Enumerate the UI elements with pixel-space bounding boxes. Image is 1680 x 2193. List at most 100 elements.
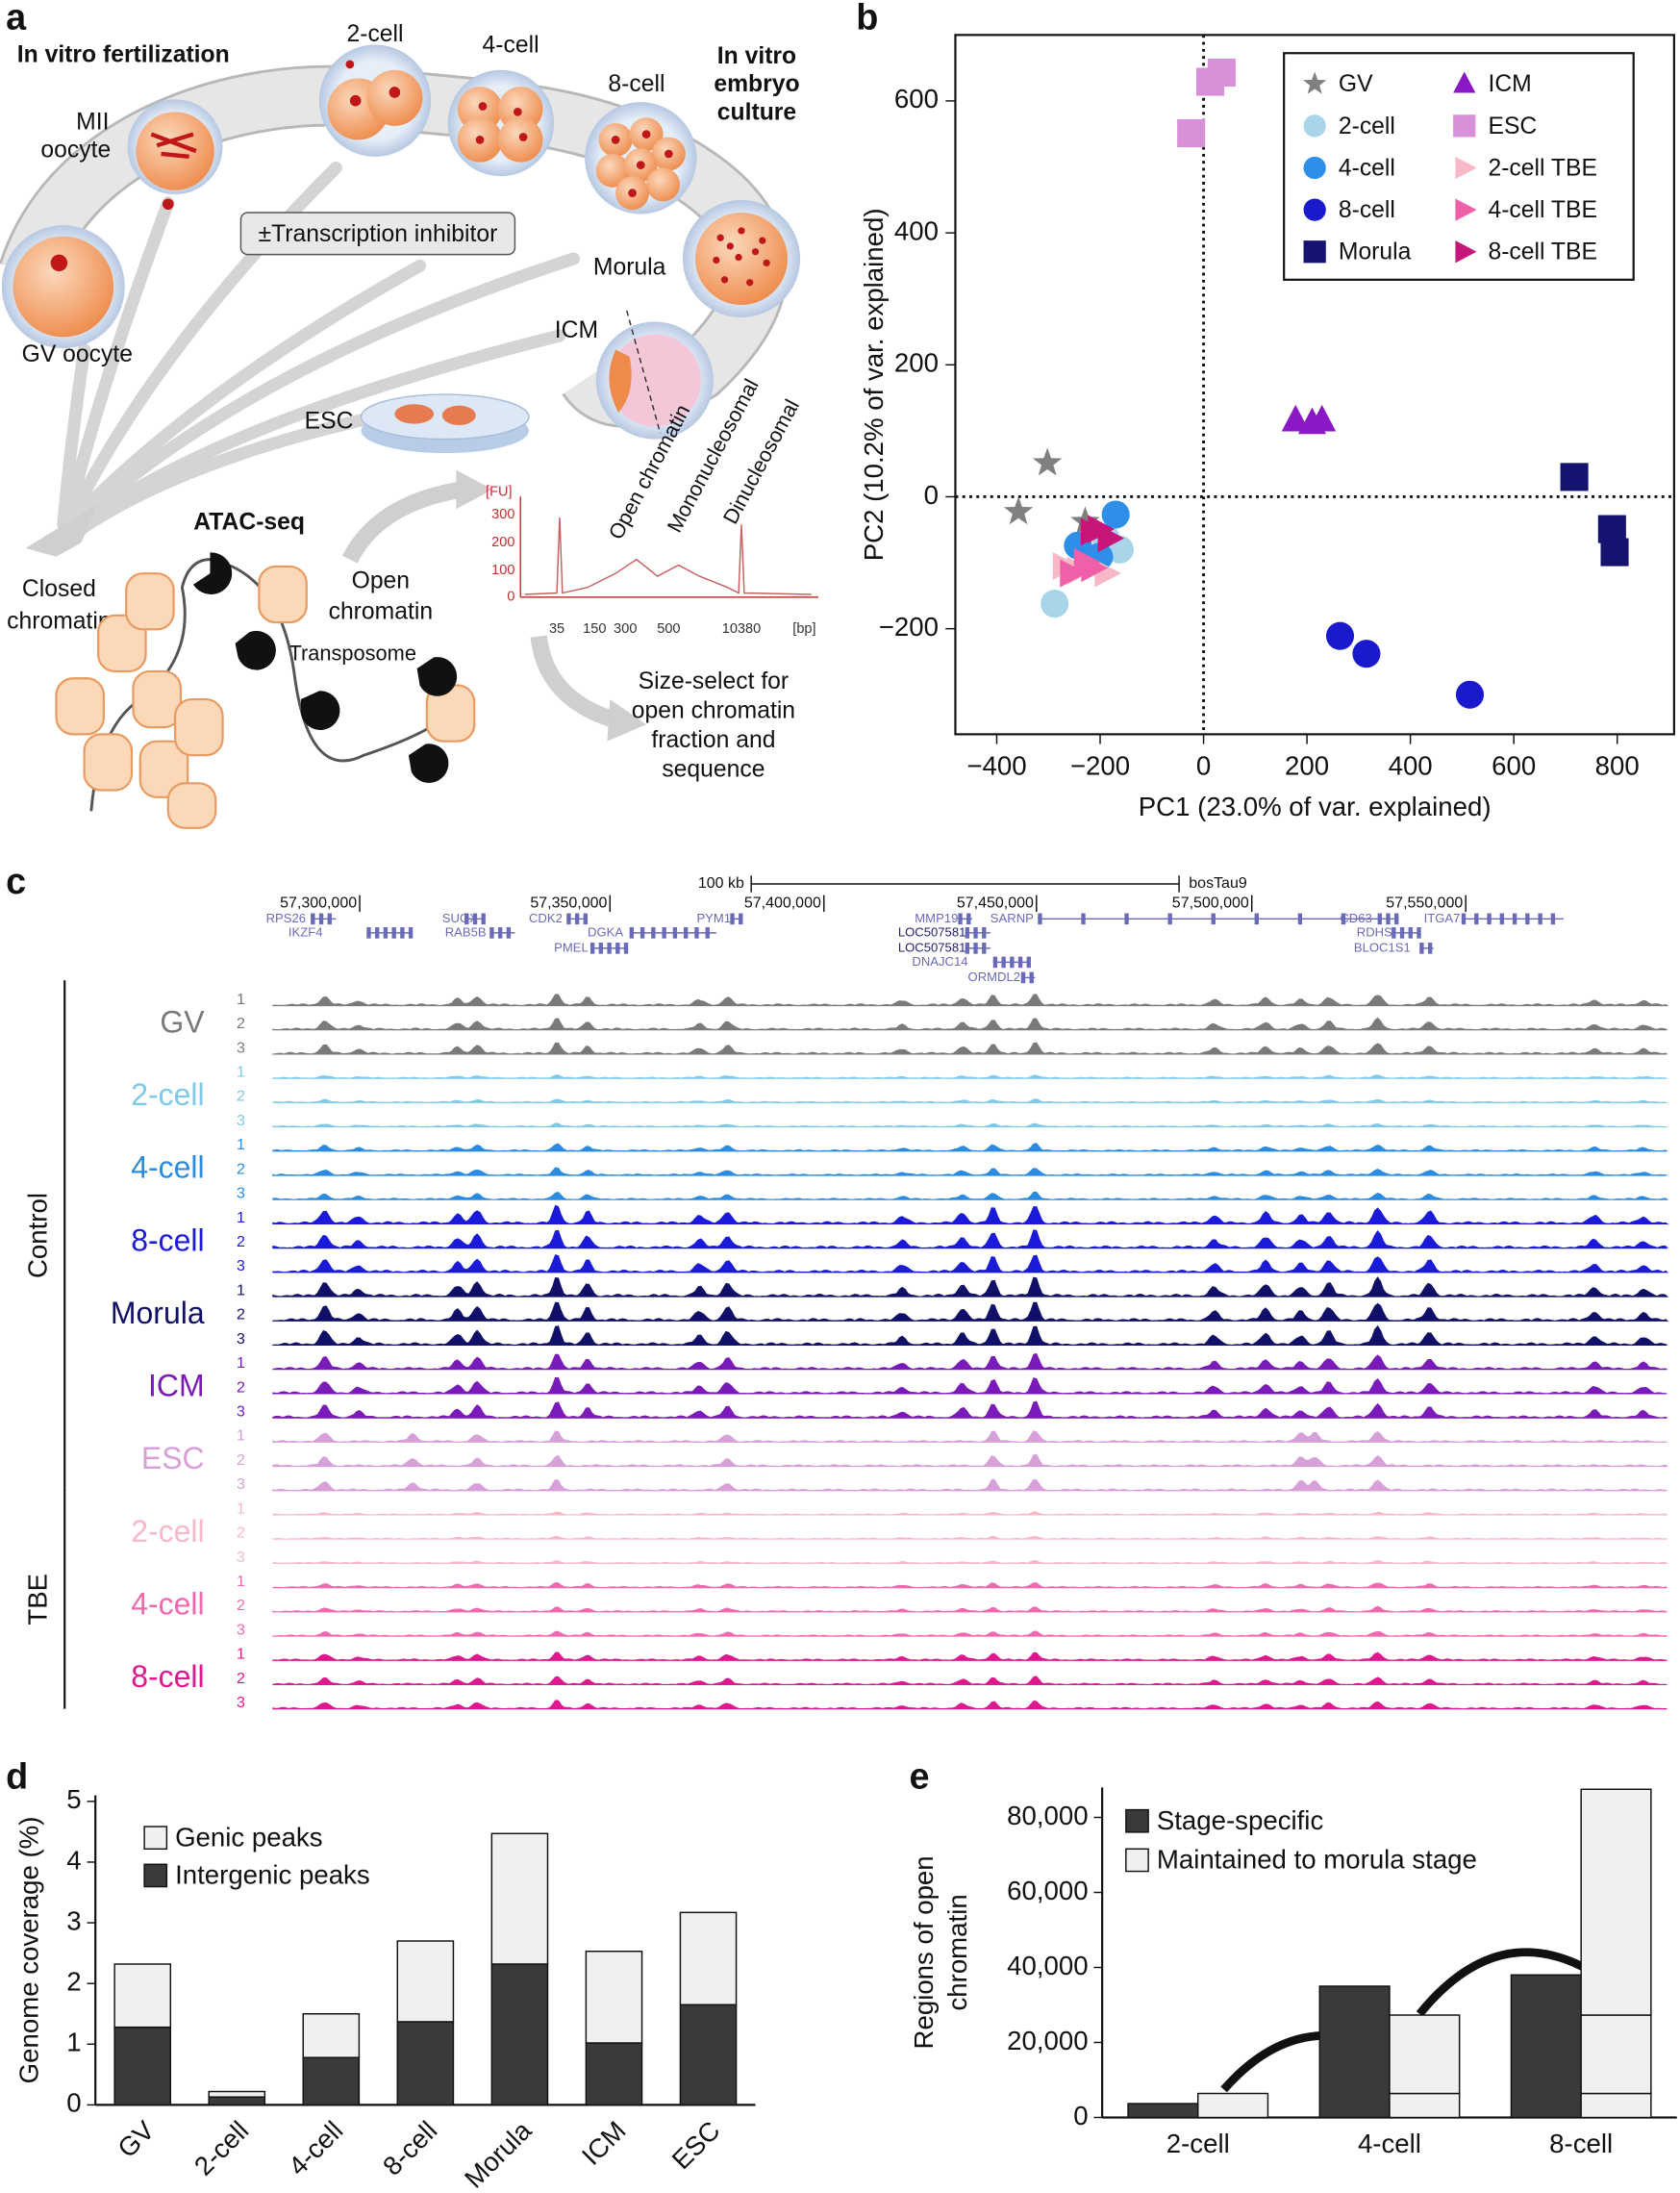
exon: [1525, 913, 1530, 925]
group-label: TBE: [22, 1574, 52, 1626]
bar-segment: [1580, 1788, 1652, 2016]
label: ±Transcription inhibitor: [259, 221, 498, 247]
y-axis-label: Regions of open: [909, 1855, 939, 2049]
x-tick-label: Morula: [459, 2115, 538, 2193]
exon: [973, 943, 978, 954]
y-tick-label: 2: [66, 1966, 81, 1996]
legend-marker: [1302, 71, 1327, 94]
replicate-label: 3: [237, 1695, 245, 1711]
gene-label: RPS26: [266, 911, 306, 925]
y-axis-label: Genome coverage (%): [14, 1817, 44, 2084]
exon: [982, 943, 987, 954]
legend-label: 8-cell: [1339, 197, 1395, 223]
legend-label: 2-cell: [1339, 113, 1395, 139]
exon: [1029, 971, 1034, 984]
point: [1600, 538, 1629, 567]
exon: [629, 927, 635, 939]
label: MII: [76, 109, 109, 135]
legend-label: ESC: [1488, 113, 1537, 139]
sample-label: ICM: [148, 1369, 205, 1403]
exon: [1026, 956, 1031, 969]
label: GV oocyte: [22, 341, 133, 367]
gene-label: IKZF4: [288, 924, 323, 939]
legend-marker: [1303, 114, 1326, 138]
legend-swatch: [143, 1826, 168, 1851]
replicate-label: 2: [237, 1452, 245, 1469]
tick-label: 500: [657, 621, 680, 637]
track-signal: [272, 1581, 1667, 1589]
y-tick-label: 0: [66, 2088, 81, 2118]
track-signal: [272, 1478, 1667, 1492]
label: 4-cell: [483, 33, 539, 59]
exon: [1538, 913, 1542, 925]
y-tick-label: 4: [66, 1845, 81, 1875]
exon: [598, 943, 604, 954]
y-tick-label: 200: [894, 348, 939, 378]
exon: [1038, 913, 1042, 925]
exon: [1512, 913, 1517, 925]
y-tick-label: 1: [66, 2028, 81, 2057]
legend-marker: [1453, 114, 1476, 138]
exon: [965, 943, 970, 954]
gene-label: LOC507581: [898, 924, 966, 939]
label: Open: [352, 567, 410, 593]
replicate-label: 3: [237, 1476, 245, 1493]
legend-label: 4-cell TBE: [1488, 197, 1597, 223]
replicate-label: 3: [237, 1404, 245, 1421]
label: Transposome: [289, 641, 416, 665]
x-tick-label: 4-cell: [283, 2115, 349, 2181]
exon: [705, 927, 710, 939]
legend-label: Maintained to morula stage: [1157, 1845, 1477, 1875]
replicate-label: 3: [237, 1331, 245, 1348]
cell-4: [447, 69, 555, 177]
exon: [481, 913, 486, 925]
gene-label: RAB5B: [445, 924, 487, 939]
replicate-label: 1: [237, 1500, 245, 1517]
arrow-head: [607, 699, 647, 742]
x-tick-label: 600: [1492, 751, 1536, 781]
gene-label: SARNP: [990, 911, 1034, 925]
track-signal: [272, 1122, 1667, 1128]
exon: [489, 927, 494, 939]
label: Size-select for: [639, 668, 790, 694]
exon: [958, 913, 963, 925]
group-label: Control: [22, 1193, 52, 1278]
exon: [311, 913, 315, 925]
exon: [583, 913, 589, 925]
point: [1101, 500, 1130, 529]
x-axis-label: PC1 (23.0% of var. explained): [1139, 792, 1492, 821]
bar-segment: [679, 1911, 738, 2005]
point: [1177, 119, 1206, 148]
x-tick-label: −200: [1070, 751, 1130, 781]
track-signal: [272, 1559, 1667, 1564]
label: In vitro fertilization: [17, 42, 230, 68]
legend-label: GV: [1339, 71, 1373, 97]
bar: [1510, 1974, 1582, 2119]
exon: [1386, 913, 1391, 925]
exon: [973, 927, 978, 939]
x-tick-label: 800: [1595, 751, 1640, 781]
bar-segment: [490, 1963, 549, 2106]
label: In vitro: [717, 43, 796, 69]
panel-letter: b: [856, 0, 878, 38]
y-tick-label: 5: [66, 1784, 81, 1814]
exon: [615, 943, 620, 954]
tick-label: 150: [583, 621, 606, 637]
exon: [1474, 913, 1479, 925]
gene-label: ITGA7: [1424, 911, 1461, 925]
point: [1032, 447, 1063, 476]
bar-segment: [302, 2013, 361, 2058]
legend-marker: [1453, 71, 1476, 93]
replicate-label: 1: [237, 1210, 245, 1226]
sample-label: 2-cell: [131, 1514, 204, 1549]
exon: [1419, 943, 1424, 954]
track-signal: [272, 1376, 1667, 1395]
x-tick-label: 8-cell: [377, 2115, 443, 2181]
panel-letter: e: [909, 1757, 929, 1798]
track-signal: [272, 1167, 1667, 1176]
exon: [662, 927, 666, 939]
point: [1560, 463, 1589, 492]
track-signal: [272, 1204, 1669, 1225]
replicate-label: 3: [237, 1040, 245, 1056]
